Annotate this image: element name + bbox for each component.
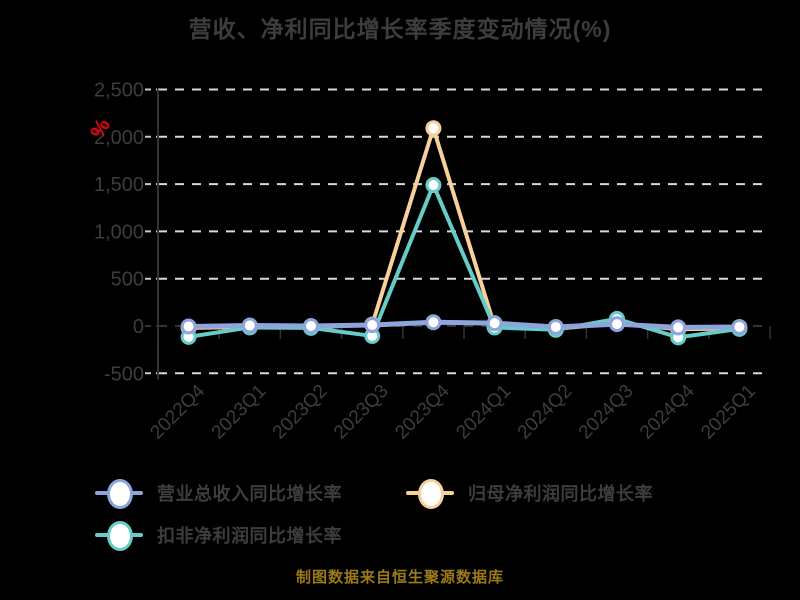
x-axis-label: 2023Q3 (330, 381, 393, 444)
legend-label: 扣非净利润同比增长率 (157, 526, 342, 546)
x-axis-label: 2023Q1 (208, 381, 271, 444)
data-point-marker (547, 318, 564, 335)
data-point-marker (670, 319, 687, 336)
y-axis-label: 2,000 (94, 127, 144, 149)
data-point-marker (425, 120, 442, 137)
data-point-marker (180, 318, 197, 335)
line-marker-icon (95, 519, 143, 551)
legend-item-net-profit-growth[interactable]: 归母净利润同比增长率 (406, 477, 653, 509)
y-axis-label: 2,500 (94, 80, 144, 102)
x-axis-label: 2024Q1 (452, 381, 515, 444)
series-line-1 (186, 126, 742, 332)
line-marker-icon (95, 477, 143, 509)
y-axis-label: 1,500 (94, 174, 144, 196)
data-point-marker (303, 318, 319, 334)
legend-label: 营业总收入同比增长率 (157, 484, 342, 504)
x-axis-label: 2023Q4 (391, 380, 454, 443)
y-axis-label: 0 (133, 316, 144, 338)
legend-item-revenue-growth[interactable]: 营业总收入同比增长率 (95, 477, 342, 509)
y-axis-label: 500 (111, 269, 144, 291)
x-axis-label: 2024Q4 (636, 380, 699, 443)
line-marker-icon (406, 477, 454, 509)
data-point-marker (241, 317, 258, 334)
y-axis-label: -500 (104, 363, 144, 385)
data-point-marker (609, 316, 625, 333)
legend-label: 归母净利润同比增长率 (468, 484, 653, 504)
page-title: 营收、净利同比增长率季度变动情况(%) (188, 16, 612, 42)
x-axis-label: 2024Q2 (514, 381, 577, 444)
series-line-2 (186, 183, 742, 340)
data-point-marker (364, 317, 381, 334)
data-source-note: 制图数据来自恒生聚源数据库 (295, 569, 504, 586)
data-point-marker (425, 314, 442, 331)
data-point-marker (731, 318, 748, 335)
data-point-marker (486, 315, 503, 332)
y-axis-label: 1,000 (94, 221, 144, 243)
data-point-marker (425, 177, 442, 194)
legend-item-deducted-net-profit-growth[interactable]: 扣非净利润同比增长率 (95, 519, 342, 551)
x-axis-label: 2023Q2 (269, 381, 332, 444)
x-axis-label: 2022Q4 (146, 380, 209, 443)
x-axis-label: 2025Q1 (697, 381, 760, 444)
series-line-0 (186, 319, 742, 330)
x-axis-label: 2024Q3 (575, 381, 638, 444)
